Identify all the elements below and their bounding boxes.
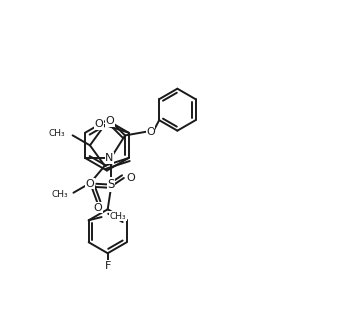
Text: S: S bbox=[107, 178, 115, 191]
Text: CH₃: CH₃ bbox=[49, 129, 66, 138]
Text: O: O bbox=[94, 203, 103, 213]
Text: F: F bbox=[105, 261, 111, 270]
Text: CH₃: CH₃ bbox=[51, 190, 68, 199]
Text: CH₃: CH₃ bbox=[110, 212, 126, 221]
Text: O: O bbox=[85, 179, 94, 189]
Text: O: O bbox=[95, 119, 103, 129]
Text: N: N bbox=[105, 153, 114, 163]
Text: O: O bbox=[146, 127, 155, 137]
Text: O: O bbox=[126, 173, 135, 183]
Text: O: O bbox=[106, 116, 114, 126]
